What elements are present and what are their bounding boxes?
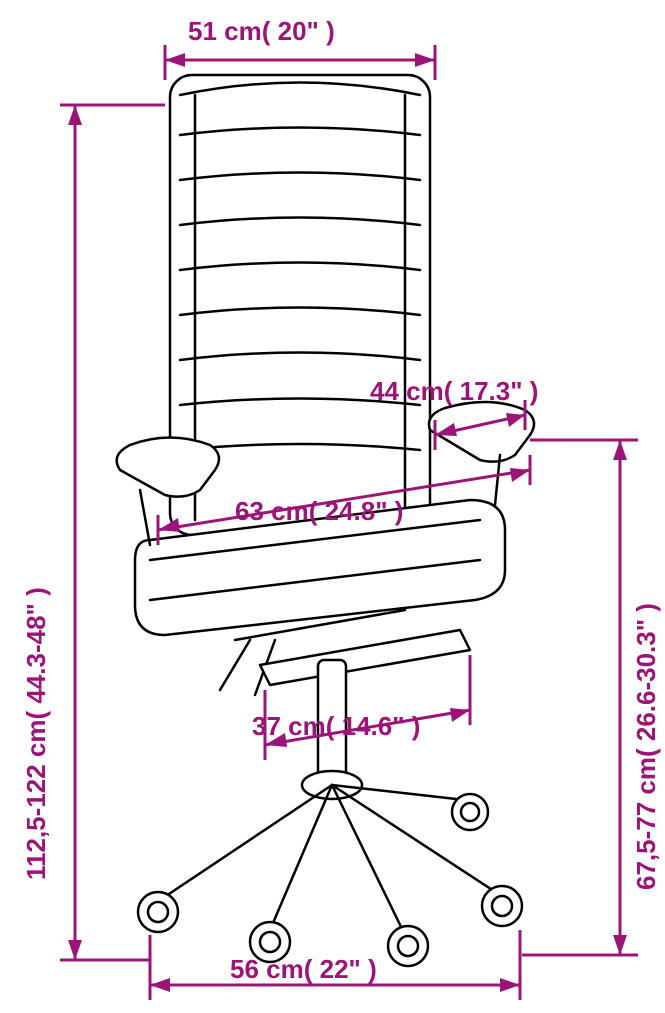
label-base-width: 56 cm( 22" ) — [230, 954, 377, 984]
dim-total-height: 112,5-122 cm( 44.3-48" ) — [21, 105, 165, 960]
dim-base-width: 56 cm( 22" ) — [150, 930, 520, 1000]
label-seat-depth: 44 cm( 17.3" ) — [370, 376, 538, 406]
dim-backrest-width: 51 cm( 20" ) — [165, 16, 435, 80]
label-backrest-width: 51 cm( 20" ) — [188, 16, 335, 46]
label-total-height: 112,5-122 cm( 44.3-48" ) — [21, 587, 51, 880]
dim-seat-height: 67,5-77 cm( 26.6-30.3" ) — [522, 440, 661, 955]
label-arm-span: 63 cm( 24.8" ) — [235, 496, 403, 526]
label-seat-height: 67,5-77 cm( 26.6-30.3" ) — [631, 603, 661, 890]
label-footrest-width: 37 cm( 14.6" ) — [252, 711, 420, 741]
dimension-diagram: 51 cm( 20" ) 112,5-122 cm( 44.3-48" ) 67… — [0, 0, 665, 1013]
